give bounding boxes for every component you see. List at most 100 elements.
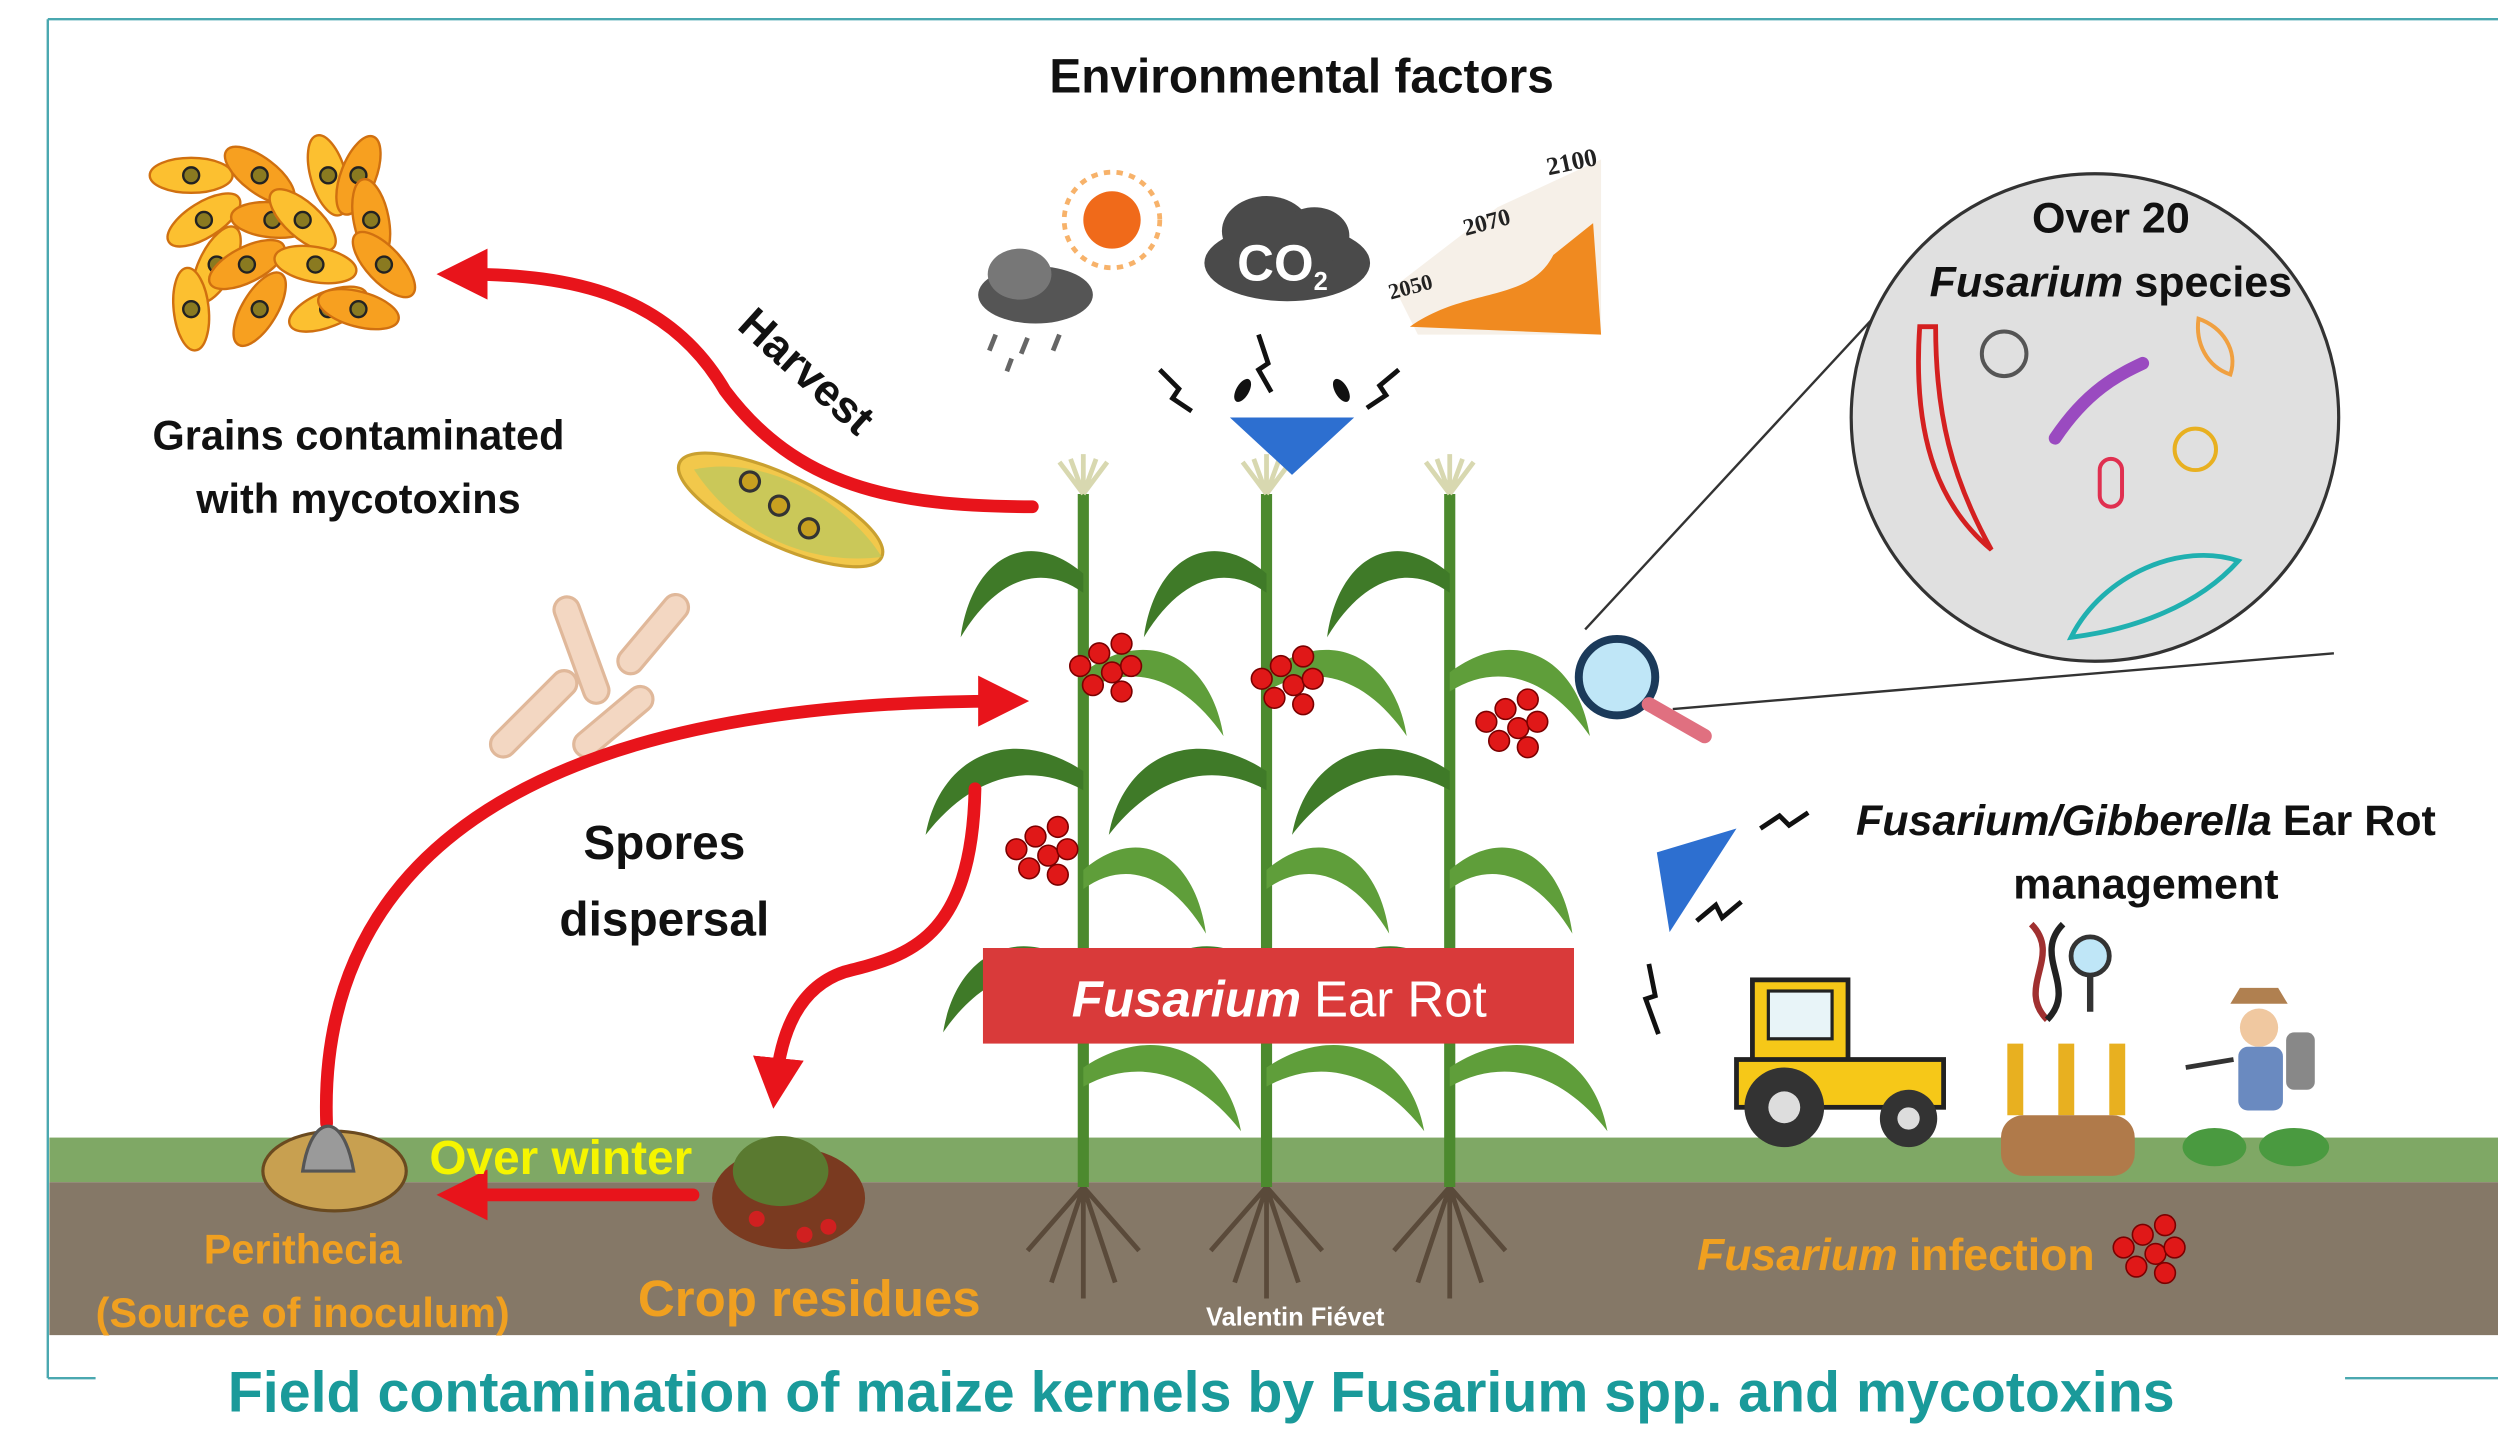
leaf — [1450, 847, 1573, 933]
management-icons-part — [2240, 1009, 2278, 1047]
management-icons-part — [2047, 924, 2063, 1020]
grain-spot — [320, 167, 336, 183]
infection-dot — [2155, 1263, 2176, 1284]
grain-spot — [239, 257, 255, 273]
co2-text: CO — [1237, 234, 1313, 291]
weather-icons-part — [988, 249, 1052, 300]
weather-icons: CO2 2100 2070 2050 — [978, 142, 1601, 475]
infection-dot — [1527, 711, 1548, 732]
infection-dot — [1517, 737, 1538, 758]
page: CO2 2100 2070 2050 — [0, 0, 2498, 1434]
grain-spot — [183, 167, 199, 183]
leaf — [1327, 551, 1450, 637]
infection-dot — [1019, 858, 1040, 879]
management-icons-part — [1768, 1091, 1800, 1123]
infection-dot — [2126, 1256, 2147, 1277]
ear-rot-rest: Ear Rot — [1314, 971, 1487, 1028]
species-italic: Fusarium — [1930, 258, 2124, 306]
leaf — [1267, 1045, 1425, 1131]
infection-italic: Fusarium — [1697, 1231, 1898, 1280]
grain-spot — [196, 212, 212, 228]
infection-dot — [1476, 711, 1497, 732]
infection-dot — [1070, 656, 1091, 677]
infection-dot — [1251, 668, 1272, 689]
infection-dot — [1047, 864, 1068, 885]
infection-dot — [1271, 656, 1292, 677]
infection-dot — [2145, 1244, 2166, 1265]
grain-spot — [376, 257, 392, 273]
spores-part — [613, 589, 694, 679]
grain-spot — [183, 301, 199, 317]
spores-part — [485, 665, 582, 762]
infection-dot — [1025, 826, 1046, 847]
management-icons-part — [2015, 1044, 2117, 1116]
contaminated-grains — [150, 130, 425, 353]
perithecia-label: (Source of inoculum) — [96, 1290, 510, 1336]
infection-dot — [1293, 646, 1314, 667]
grain-spot — [307, 257, 323, 273]
leaf — [1083, 847, 1206, 933]
management-icons-part — [2001, 1115, 2135, 1176]
infection-dot — [1111, 633, 1132, 654]
infection-dot — [1283, 675, 1304, 696]
leaf — [1267, 847, 1390, 933]
weather-icons-part — [1160, 335, 1399, 411]
management-icons-part — [2071, 937, 2109, 975]
management-icons-part — [2186, 1060, 2234, 1068]
infection-dot — [1302, 668, 1323, 689]
infection-dot — [1006, 839, 1027, 860]
infection-dot — [1517, 689, 1538, 710]
tassel — [1426, 454, 1474, 494]
infection-dot — [1047, 817, 1068, 838]
corn-cob — [665, 431, 897, 589]
diagram: CO2 2100 2070 2050 — [0, 0, 2498, 1434]
infection-dot — [1102, 662, 1123, 683]
perithecia-label: Perithecia — [204, 1226, 403, 1272]
leaf — [1083, 1045, 1241, 1131]
infection-dot — [2155, 1215, 2176, 1236]
co2-sub: 2 — [1314, 268, 1328, 296]
species-rest: species — [2134, 258, 2292, 306]
crop-residues-label: Crop residues — [638, 1270, 981, 1327]
infection-dot — [1111, 681, 1132, 702]
infection-dot — [1083, 675, 1104, 696]
infection-label: Fusariuminfection — [1697, 1231, 2095, 1280]
over-winter-label: Over winter — [429, 1132, 692, 1185]
crop-residues-icon-part — [820, 1219, 836, 1235]
ear-rot-italic: Fusarium — [1072, 971, 1301, 1028]
management-icons-part — [2286, 1032, 2315, 1089]
management-icons-part — [2183, 1128, 2247, 1166]
infection-dot — [1508, 718, 1529, 739]
infection-dot — [2113, 1237, 2134, 1258]
spores-label: dispersal — [559, 893, 769, 946]
infection-dot — [1057, 839, 1078, 860]
management-italic: Fusarium/Gibberella — [1856, 797, 2272, 845]
ear-rot-label: FusariumEar Rot — [1072, 971, 1487, 1028]
infection-dot — [1495, 699, 1516, 720]
cycle-arrows-part — [776, 789, 975, 1084]
infection-dot — [1264, 688, 1285, 709]
leaf — [1109, 749, 1267, 835]
leaf — [1450, 1045, 1608, 1131]
species-label: Over 20 — [2032, 195, 2190, 243]
management-icons-part — [1897, 1107, 1919, 1129]
weather-icons-part — [1083, 191, 1140, 248]
infection-dot — [2132, 1224, 2153, 1245]
environment-title: Environmental factors — [1049, 51, 1553, 104]
species-magnifier-part — [1673, 653, 2334, 709]
crop-residues-icon-part — [749, 1211, 765, 1227]
management-icons-part — [2259, 1128, 2329, 1166]
infection-dot — [1293, 694, 1314, 715]
management-icons-part — [2031, 924, 2047, 1020]
grain-spot — [295, 212, 311, 228]
grains-label: Grains contaminated — [153, 412, 565, 458]
weather-icons-part — [1330, 376, 1354, 404]
leaf — [961, 551, 1084, 637]
weather-icons-part — [989, 335, 1059, 372]
management-icons-part — [2230, 988, 2287, 1004]
management-icons-part — [2238, 1047, 2283, 1111]
credit: Valentin Fiévet — [1206, 1304, 1385, 1332]
grain-spot — [363, 212, 379, 228]
tassel — [1059, 454, 1107, 494]
